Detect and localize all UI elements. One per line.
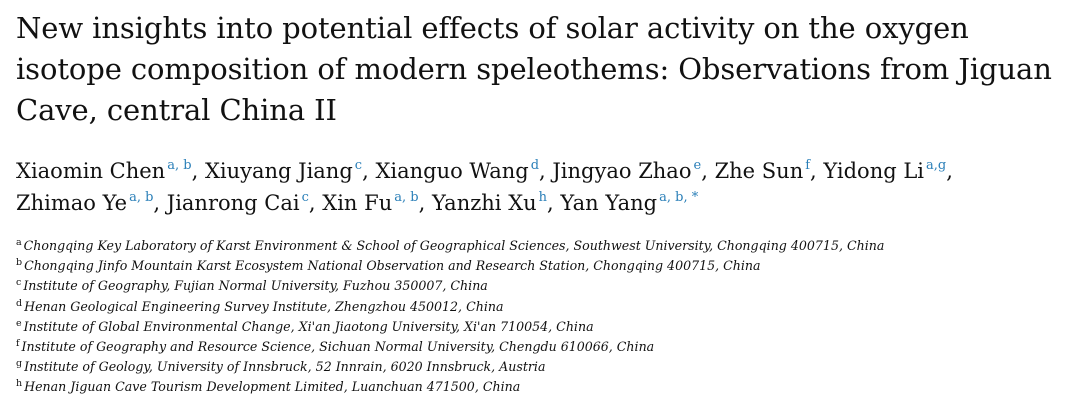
affiliation-text: Henan Geological Engineering Survey Inst… [24,298,504,314]
author-separator: , [547,191,554,215]
author-affiliation-link[interactable]: a, b [167,158,192,173]
affiliation-item: c Institute of Geography, Fujian Normal U… [16,276,1076,296]
author: Jingyao Zhao e, [552,159,707,183]
author: Zhimao Ye a, b, [16,191,160,215]
affiliation-item: g Institute of Geology, University of Inn… [16,357,1076,377]
author-affiliation-link[interactable]: f [805,158,811,173]
author-name[interactable]: Zhimao Ye [16,191,128,215]
author: Yan Yang a, b, * [560,191,698,215]
affiliation-item: a Chongqing Key Laboratory of Karst Envir… [16,236,1076,256]
author: Zhe Sun f, [715,159,817,183]
author-affiliation-link[interactable]: e [693,158,702,173]
author: Xin Fu a, b, [322,191,425,215]
author-separator: , [946,159,953,183]
author-separator: , [539,159,546,183]
author-name[interactable]: Zhe Sun [714,159,804,183]
author-separator: , [701,159,708,183]
author-name[interactable]: Yan Yang [560,191,658,215]
author-separator: , [362,159,369,183]
author-name[interactable]: Jianrong Cai [166,191,300,215]
affiliation-text: Institute of Geology, University of Inns… [24,359,546,375]
author-name[interactable]: Xiuyang Jiang [204,159,353,183]
author-affiliation-link[interactable]: a, b [129,190,154,205]
author-name[interactable]: Xianguo Wang [375,159,529,183]
author-affiliation-link[interactable]: a,g [926,158,947,173]
paper-title: New insights into potential effects of s… [16,11,1052,127]
author-name[interactable]: Yanzhi Xu [431,191,537,215]
author-separator: , [810,159,817,183]
author-affiliation-link[interactable]: a, b [394,190,419,205]
affiliation-item: d Henan Geological Engineering Survey Ins… [16,297,1076,317]
author-name[interactable]: Yidong Li [823,159,925,183]
author-separator: , [308,191,316,215]
author-affiliation-link[interactable]: c [301,190,309,205]
affiliation-text: Institute of Geography, Fujian Normal Un… [23,278,488,294]
author-separator: , [418,191,426,215]
affiliation-text: Chongqing Jinfo Mountain Karst Ecosystem… [24,258,761,274]
affiliation-text: Institute of Global Environmental Change… [23,318,594,334]
author: Yidong Li a,g, [823,159,953,183]
affiliation-mark: c [16,277,22,289]
author-separator: , [153,191,161,215]
author: Xiaomin Chen a, b, [16,159,198,183]
affiliation-mark: b [16,257,23,269]
affiliation-item: f Institute of Geography and Resource Sci… [16,337,1076,357]
author-name[interactable]: Xiaomin Chen [16,159,166,183]
affiliation-item: b Chongqing Jinfo Mountain Karst Ecosyste… [16,256,1076,276]
author-affiliation-link[interactable]: h [538,190,548,205]
affiliation-item: h Henan Jiguan Cave Tourism Development L… [16,377,1076,397]
author-affiliation-link[interactable]: d [530,158,540,173]
author-affiliation-link[interactable]: a, b, * [659,190,699,205]
author-affiliation-link[interactable]: c [354,158,363,173]
affiliation-mark: h [16,378,23,390]
affiliation-list: a Chongqing Key Laboratory of Karst Envir… [16,236,1076,398]
author-list: Xiaomin Chen a, b, Xiuyang Jiang c, Xiangu… [16,155,1078,219]
author-separator: , [191,159,199,183]
affiliation-mark: e [16,317,22,329]
affiliation-mark: g [16,358,23,370]
affiliation-text: Henan Jiguan Cave Tourism Development Li… [24,379,521,395]
author: Yanzhi Xu h, [432,191,554,215]
author-name[interactable]: Xin Fu [322,191,393,215]
author: Xiuyang Jiang c, [205,159,369,183]
author-name[interactable]: Jingyao Zhao [552,159,692,183]
affiliation-item: e Institute of Global Environmental Chang… [16,317,1076,337]
affiliation-text: Chongqing Key Laboratory of Karst Enviro… [23,238,885,253]
affiliation-mark: d [16,297,23,309]
affiliation-text: Institute of Geography and Resource Scie… [21,339,655,355]
author: Xianguo Wang d, [375,159,545,183]
affiliation-mark: a [16,237,22,248]
author: Jianrong Cai c, [167,191,316,215]
affiliation-mark: f [16,338,20,350]
